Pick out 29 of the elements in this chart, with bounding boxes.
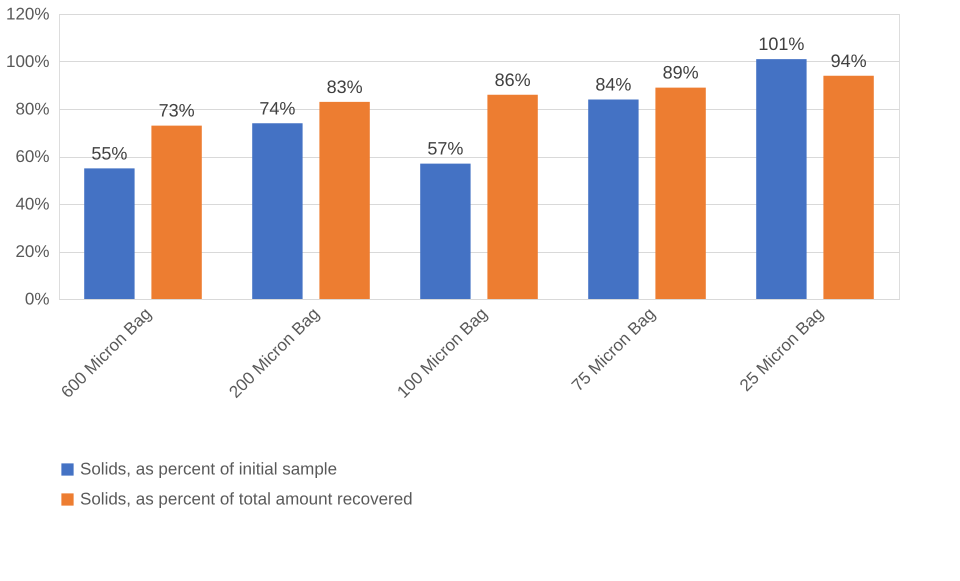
y-tick-label: 120% [6,4,50,24]
data-label: 74% [259,98,296,118]
bar [756,59,807,299]
y-tick-label: 0% [24,290,50,308]
y-tick-label: 80% [15,100,50,118]
bar [420,164,471,299]
data-label: 83% [326,76,363,97]
bar [151,126,202,299]
data-label: 94% [830,50,867,71]
data-label: 57% [427,138,464,159]
bar [84,168,135,299]
legend-label: Solids, as percent of initial sample [80,460,338,478]
bar [823,76,874,299]
data-label: 89% [662,62,699,83]
y-tick-label: 40% [15,194,50,214]
bar [588,100,639,299]
data-label: 73% [158,100,195,121]
data-label: 84% [595,74,632,94]
bar [252,123,303,299]
bar [487,94,538,299]
bar [655,88,706,299]
data-label: 101% [758,34,804,54]
data-label: 86% [494,70,531,90]
y-tick-label: 100% [6,52,50,71]
data-label: 55% [91,143,128,164]
y-tick-label: 60% [15,147,50,166]
legend-label: Solids, as percent of total amount recovered [80,490,413,508]
y-tick-label: 20% [15,242,50,261]
bar [319,102,370,299]
